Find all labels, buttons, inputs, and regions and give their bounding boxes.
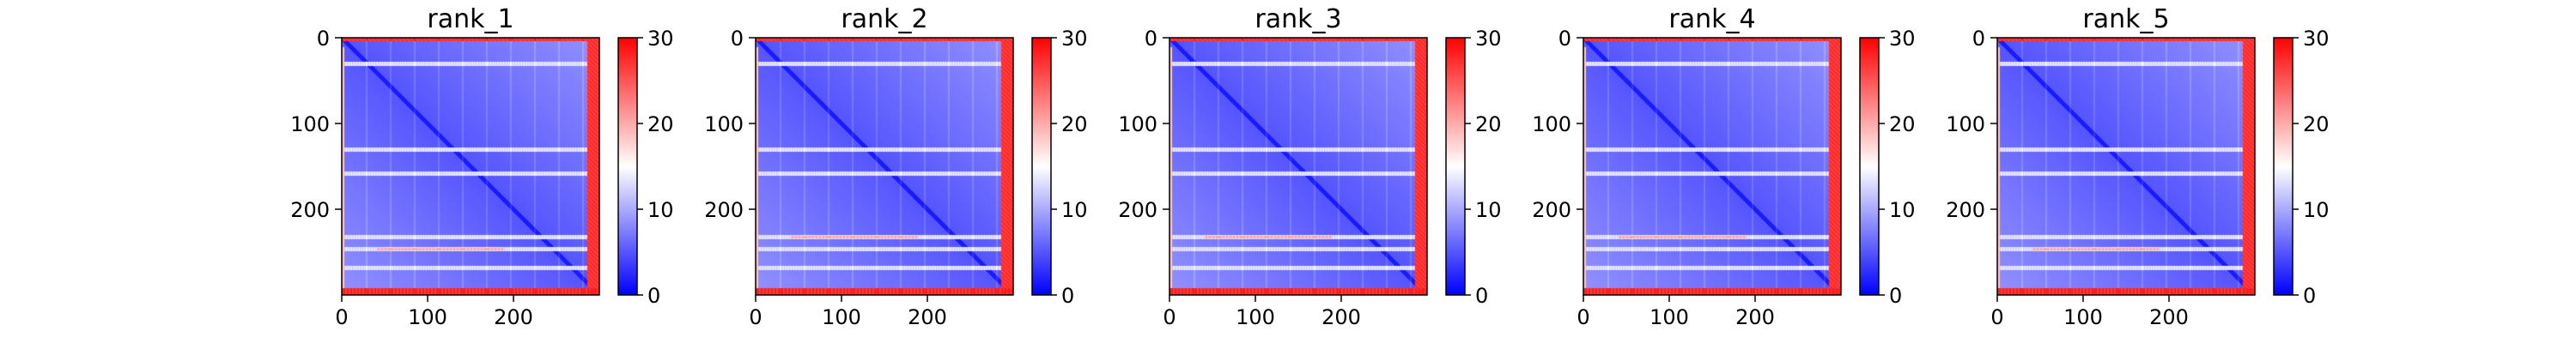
- x-tick-label: 200: [494, 305, 533, 329]
- plot-frame: [755, 37, 1014, 296]
- plot-frame: [1996, 37, 2256, 296]
- colorbar-tick-label: 20: [1889, 112, 1916, 136]
- y-tick-label: 200: [1946, 198, 1985, 222]
- x-tick-label: 200: [1735, 305, 1775, 329]
- y-tick-label: 200: [1118, 198, 1157, 222]
- panel-4: rank_4 0 100 200 0 100 200 0 10 20 30: [1532, 4, 1915, 329]
- panel-3: rank_3 0 100 200 0 100 200 0 10 20 30: [1118, 4, 1501, 329]
- x-tick-label: 200: [908, 305, 947, 329]
- colorbar-tick-label: 10: [1061, 198, 1088, 222]
- heatmap-image: [756, 38, 1013, 295]
- y-tick-label: 100: [704, 112, 744, 136]
- y-tick-label: 200: [1532, 198, 1571, 222]
- x-tick-label: 100: [408, 305, 447, 329]
- colorbar: [2273, 37, 2293, 296]
- plot-frame: [341, 37, 600, 296]
- colorbar-tick-label: 30: [1889, 27, 1916, 51]
- colorbar-tick-label: 30: [1475, 27, 1502, 51]
- panel-2: rank_2 0 100 200 0 100 200 0 10 20 30: [704, 4, 1087, 329]
- x-tick-label: 0: [749, 305, 762, 329]
- x-tick-label: 100: [1236, 305, 1275, 329]
- colorbar-tick-label: 0: [647, 284, 660, 308]
- colorbar-tick-label: 0: [1061, 284, 1074, 308]
- panel-title: rank_3: [1255, 4, 1341, 34]
- colorbar: [1445, 37, 1466, 296]
- x-tick-label: 200: [1321, 305, 1361, 329]
- panel-title: rank_5: [2082, 4, 2169, 34]
- y-tick-label: 0: [1972, 27, 1985, 51]
- panel-title: rank_4: [1668, 4, 1755, 34]
- x-tick-label: 100: [2063, 305, 2103, 329]
- y-tick-label: 0: [317, 27, 330, 51]
- colorbar-tick-label: 30: [647, 27, 674, 51]
- heatmap-image: [342, 38, 599, 295]
- y-tick-label: 0: [1558, 27, 1571, 51]
- x-tick-label: 0: [335, 305, 348, 329]
- x-tick-label: 0: [1990, 305, 2003, 329]
- heatmap-image: [1583, 38, 1841, 295]
- y-tick-label: 0: [1145, 27, 1157, 51]
- colorbar-tick-label: 10: [2303, 198, 2330, 222]
- colorbar-tick-label: 0: [2303, 284, 2316, 308]
- colorbar-tick-label: 20: [647, 112, 674, 136]
- panel-title: rank_2: [841, 4, 927, 34]
- plot-frame: [1169, 37, 1428, 296]
- colorbar: [1859, 37, 1880, 296]
- colorbar-tick-label: 20: [1475, 112, 1502, 136]
- panel-title: rank_1: [427, 4, 513, 34]
- y-tick-label: 200: [290, 198, 330, 222]
- colorbar-tick-label: 20: [1061, 112, 1088, 136]
- y-tick-label: 100: [290, 112, 330, 136]
- colorbar: [617, 37, 638, 296]
- y-tick-label: 100: [1118, 112, 1157, 136]
- y-tick-label: 0: [731, 27, 744, 51]
- colorbar-tick-label: 0: [1475, 284, 1488, 308]
- x-tick-label: 100: [822, 305, 861, 329]
- y-tick-label: 200: [704, 198, 744, 222]
- colorbar-tick-label: 10: [1475, 198, 1502, 222]
- x-tick-label: 0: [1163, 305, 1176, 329]
- heatmap-image: [1170, 38, 1427, 295]
- x-tick-label: 200: [2149, 305, 2189, 329]
- heatmap-image: [1997, 38, 2255, 295]
- panel-5: rank_5 0 100 200 0 100 200 0 10 20 30: [1946, 4, 2329, 329]
- colorbar-tick-label: 10: [1889, 198, 1916, 222]
- colorbar: [1031, 37, 1052, 296]
- colorbar-tick-label: 20: [2303, 112, 2330, 136]
- panel-1: rank_1 0 100 200 0 100 200 0 10 20 30: [290, 4, 673, 329]
- x-tick-label: 0: [1577, 305, 1589, 329]
- plot-frame: [1583, 37, 1842, 296]
- x-tick-label: 100: [1649, 305, 1689, 329]
- colorbar-tick-label: 30: [2303, 27, 2330, 51]
- y-tick-label: 100: [1532, 112, 1571, 136]
- y-tick-label: 100: [1946, 112, 1985, 136]
- colorbar-tick-label: 10: [647, 198, 674, 222]
- colorbar-tick-label: 0: [1889, 284, 1902, 308]
- colorbar-tick-label: 30: [1061, 27, 1088, 51]
